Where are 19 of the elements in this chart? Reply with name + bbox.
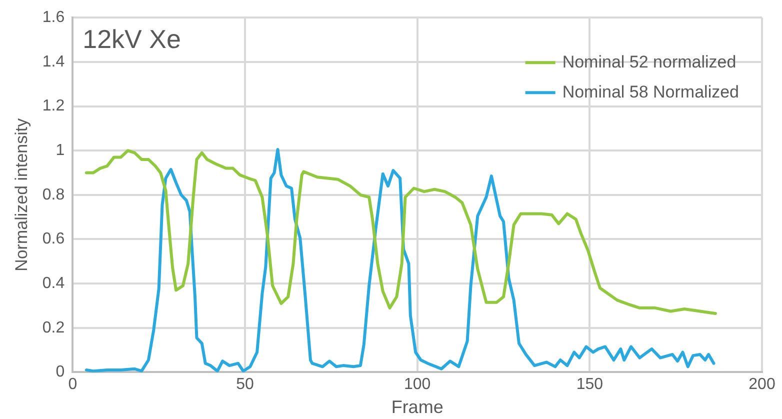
y-tick-label: 1.4 (42, 53, 65, 70)
x-tick-label: 150 (576, 376, 604, 394)
y-tick-label: 0 (56, 364, 65, 381)
y-tick-label: 1.2 (42, 98, 65, 115)
annotation: 12kV Xe (82, 24, 181, 54)
y-tick-label: 0.4 (42, 274, 65, 292)
x-axis-title: Frame (391, 397, 444, 418)
x-tick-label: 200 (748, 376, 776, 394)
legend-label: Nominal 58 Normalized (562, 82, 740, 102)
y-tick-label: 0.8 (42, 186, 65, 204)
legend-label: Nominal 52 normalized (562, 52, 736, 72)
y-tick-label: 0.2 (42, 319, 65, 336)
y-tick-label: 1 (56, 142, 65, 159)
y-axis-title: Normalized intensity (12, 118, 31, 272)
y-tick-label: 1.6 (42, 9, 65, 26)
x-tick-label: 50 (236, 376, 254, 394)
x-tick-label: 100 (404, 376, 431, 394)
y-tick-label: 0.6 (42, 230, 65, 248)
x-tick-label: 0 (68, 376, 78, 394)
